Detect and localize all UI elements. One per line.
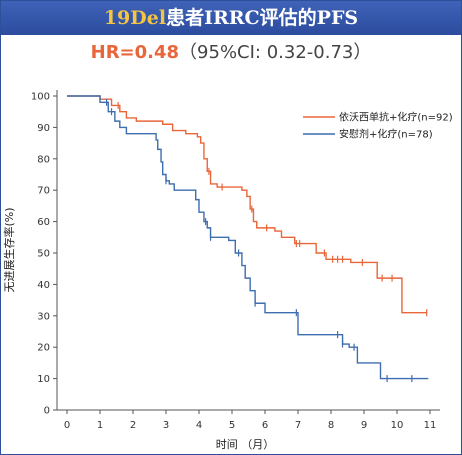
x-tick-label: 11	[424, 420, 437, 431]
chart-title: 19Del患者IRRC评估的PFS	[1, 1, 461, 35]
x-tick-label: 8	[328, 420, 334, 431]
axes: 0 1 2 3 4 5 6 7 8 9 10 11 0 10 20 30 40 50 60 70 80 90 100	[31, 90, 440, 431]
series-line-2	[67, 95, 429, 380]
y-tick-label: 20	[37, 343, 50, 354]
legend-label: 安慰剂+化疗(n=78)	[339, 128, 433, 141]
y-tick-label: 60	[37, 217, 50, 228]
hazard-ratio-line: HR=0.48（95%CI: 0.32-0.73）	[1, 38, 461, 64]
y-tick-label: 50	[37, 249, 50, 260]
series-line-1	[67, 95, 427, 314]
hazard-ratio: HR=0.48	[90, 42, 180, 63]
x-axis-label: 时间 （月）	[216, 438, 275, 451]
legend: 依沃西单抗+化疗(n=92) 安慰剂+化疗(n=78)	[303, 111, 453, 141]
y-tick-label: 10	[37, 374, 50, 385]
y-tick-label: 80	[37, 154, 50, 165]
confidence-interval: （95%CI: 0.32-0.73）	[179, 42, 372, 63]
y-tick-label: 40	[37, 280, 50, 291]
y-tick-label: 0	[44, 406, 50, 417]
x-tick-label: 1	[97, 420, 103, 431]
x-tick-label: 9	[361, 420, 367, 431]
curves	[67, 95, 429, 383]
x-tick-label: 2	[130, 420, 136, 431]
y-tick-label: 90	[37, 123, 50, 134]
y-axis-label: 无进展生存率(%)	[2, 207, 16, 292]
y-tick-label: 30	[37, 311, 50, 322]
x-tick-label: 6	[262, 420, 268, 431]
x-tick-label: 0	[64, 420, 70, 431]
x-tick-label: 4	[196, 420, 202, 431]
x-tick-label: 10	[391, 420, 404, 431]
title-rest: 患者IRRC评估的PFS	[166, 7, 359, 29]
title-accent: 19Del	[103, 7, 167, 29]
y-tick-label: 100	[31, 92, 50, 103]
legend-label: 依沃西单抗+化疗(n=92)	[339, 111, 453, 124]
x-tick-label: 3	[163, 420, 169, 431]
x-tick-label: 7	[295, 420, 301, 431]
x-tick-label: 5	[229, 420, 235, 431]
y-tick-label: 70	[37, 186, 50, 197]
